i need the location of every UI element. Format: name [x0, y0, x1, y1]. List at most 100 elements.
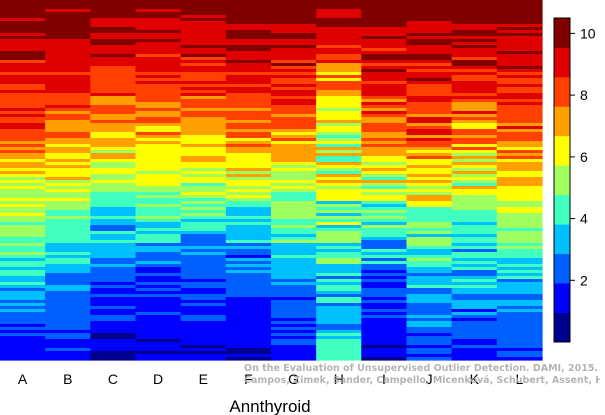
- colorbar-segment: [554, 47, 570, 78]
- heatmap-cell: [180, 333, 227, 337]
- heatmap-cell: [451, 204, 498, 208]
- heatmap-cell: [90, 66, 137, 70]
- heatmap-cell: [135, 177, 182, 181]
- heatmap-cell: [271, 12, 317, 16]
- heatmap-cell: [135, 174, 182, 178]
- heatmap-cell: [45, 66, 91, 70]
- heatmap-cell: [496, 318, 543, 322]
- heatmap-cell: [406, 354, 453, 358]
- heatmap-cell: [406, 198, 453, 202]
- heatmap-cell: [451, 153, 498, 157]
- heatmap-cell: [316, 174, 362, 178]
- heatmap-cell: [271, 357, 317, 361]
- heatmap-cell: [496, 351, 543, 355]
- heatmap-cell: [316, 177, 362, 181]
- heatmap-cell: [180, 213, 227, 217]
- heatmap-cell: [271, 288, 317, 292]
- heatmap-cell: [406, 249, 453, 253]
- heatmap-cell: [451, 225, 498, 229]
- heatmap-cell: [496, 228, 543, 232]
- heatmap-cell: [361, 324, 408, 328]
- heatmap-cell: [316, 120, 362, 124]
- heatmap-cell: [225, 15, 272, 19]
- heatmap-cell: [451, 354, 498, 358]
- heatmap-cell: [496, 12, 543, 16]
- heatmap-cell: [406, 204, 453, 208]
- heatmap-cell: [361, 354, 408, 358]
- heatmap-cell: [316, 126, 362, 130]
- heatmap-cell: [271, 192, 317, 196]
- x-tick-label: J: [426, 371, 433, 387]
- heatmap-cell: [45, 90, 91, 94]
- heatmap-cell: [180, 30, 227, 34]
- heatmap-cell: [90, 258, 137, 262]
- heatmap-cell: [496, 186, 543, 190]
- heatmap-cell: [135, 156, 182, 160]
- heatmap-cell: [361, 213, 408, 217]
- heatmap-cell: [135, 9, 182, 13]
- heatmap-cell: [406, 171, 453, 175]
- heatmap-cell: [180, 99, 227, 103]
- heatmap-cell: [180, 285, 227, 289]
- heatmap-cell: [0, 273, 46, 277]
- heatmap-cell: [45, 201, 91, 205]
- heatmap-cell: [135, 339, 182, 343]
- heatmap-cell: [406, 48, 453, 52]
- heatmap-cell: [451, 210, 498, 214]
- heatmap-cell: [361, 162, 408, 166]
- heatmap-cell: [225, 222, 272, 226]
- heatmap-cell: [496, 42, 543, 46]
- heatmap-cell: [271, 327, 317, 331]
- heatmap-cell: [180, 135, 227, 139]
- heatmap-cell: [361, 0, 408, 4]
- heatmap-cell: [271, 150, 317, 154]
- heatmap-cell: [180, 246, 227, 250]
- heatmap-cell: [451, 75, 498, 79]
- heatmap-cell: [406, 300, 453, 304]
- heatmap-cell: [0, 231, 46, 235]
- heatmap-cell: [135, 315, 182, 319]
- heatmap-cell: [135, 294, 182, 298]
- heatmap-cell: [0, 261, 46, 265]
- heatmap-cell: [271, 6, 317, 10]
- heatmap-cell: [90, 18, 137, 22]
- heatmap-cell: [406, 201, 453, 205]
- heatmap-cell: [0, 96, 46, 100]
- heatmap-cell: [496, 303, 543, 307]
- heatmap-cell: [45, 240, 91, 244]
- heatmap-cell: [225, 219, 272, 223]
- heatmap-cell: [135, 147, 182, 151]
- heatmap-cell: [316, 90, 362, 94]
- heatmap-cell: [225, 303, 272, 307]
- heatmap-cell: [135, 330, 182, 334]
- heatmap-cell: [406, 237, 453, 241]
- heatmap-cell: [316, 279, 362, 283]
- heatmap-cell: [90, 15, 137, 19]
- heatmap-cell: [45, 237, 91, 241]
- heatmap-cell: [271, 246, 317, 250]
- heatmap-cell: [225, 66, 272, 70]
- heatmap-cell: [90, 87, 137, 91]
- heatmap-cell: [225, 228, 272, 232]
- heatmap-cell: [496, 69, 543, 73]
- heatmap-cell: [90, 306, 137, 310]
- heatmap-cell: [135, 171, 182, 175]
- heatmap-cell: [496, 168, 543, 172]
- heatmap-cell: [135, 273, 182, 277]
- heatmap-cell: [0, 75, 46, 79]
- heatmap-cell: [45, 6, 91, 10]
- heatmap-cell: [361, 282, 408, 286]
- heatmap-cell: [361, 318, 408, 322]
- heatmap-cell: [316, 69, 362, 73]
- heatmap-cell: [0, 69, 46, 73]
- heatmap-cell: [0, 102, 46, 106]
- heatmap-cell: [316, 21, 362, 25]
- heatmap-cell: [451, 108, 498, 112]
- heatmap-cell: [135, 348, 182, 352]
- heatmap-cell: [180, 180, 227, 184]
- heatmap-cell: [180, 102, 227, 106]
- heatmap-cell: [180, 21, 227, 25]
- heatmap-cell: [225, 129, 272, 133]
- heatmap-cell: [406, 345, 453, 349]
- heatmap-cell: [316, 312, 362, 316]
